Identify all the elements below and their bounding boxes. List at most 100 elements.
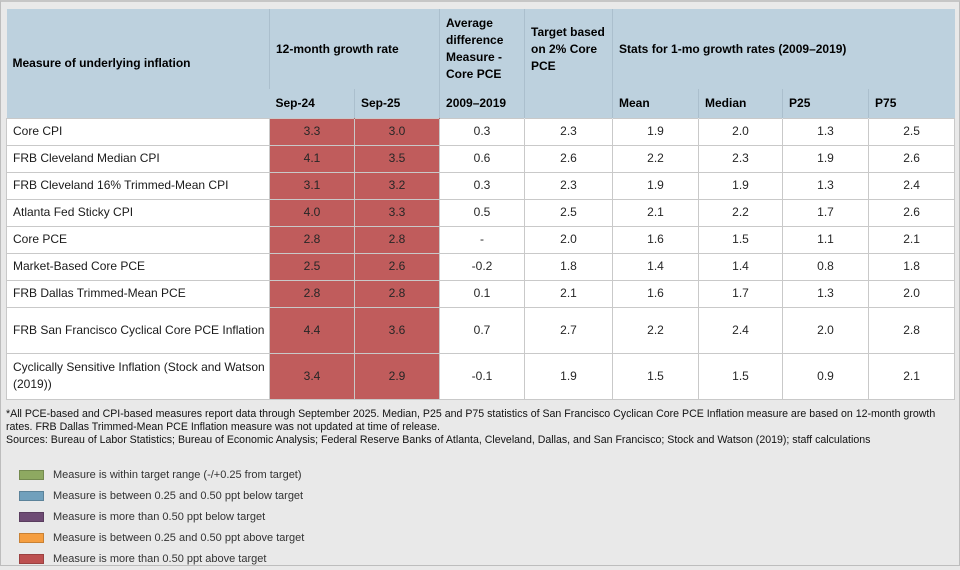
cell-avg-diff: -0.1 — [439, 352, 526, 400]
cell-mean: 1.4 — [612, 252, 700, 281]
subheader-mean: Mean — [612, 89, 699, 118]
cell-target: 2.6 — [524, 144, 614, 173]
legend-label: Measure is between 0.25 and 0.50 ppt bel… — [53, 490, 304, 502]
cell-measure: Cyclically Sensitive Inflation (Stock an… — [6, 352, 270, 400]
cell-sep25: 3.3 — [353, 198, 441, 227]
header-12mo-growth: 12-month growth rate — [268, 9, 440, 89]
table-row: FRB Cleveland 16% Trimmed-Mean CPI 3.1 3… — [6, 171, 956, 200]
legend-label: Measure is more than 0.50 ppt above targ… — [53, 553, 267, 565]
cell-target: 1.9 — [524, 352, 614, 400]
cell-avg-diff: 0.1 — [439, 279, 526, 308]
table-row: FRB Cleveland Median CPI 4.1 3.5 0.6 2.6… — [6, 144, 956, 173]
legend-swatch-blue — [19, 491, 44, 501]
subheader-target-empty — [524, 89, 613, 118]
cell-p25: 1.3 — [782, 279, 870, 308]
subheader-p75: P75 — [868, 89, 955, 118]
cell-sep25: 2.8 — [353, 279, 441, 308]
subheader-sep24: Sep-24 — [269, 89, 355, 118]
header-stats-group: Stats for 1-mo growth rates (2009–2019) — [612, 9, 955, 89]
header-measure: Measure of underlying inflation — [6, 9, 270, 118]
cell-avg-diff: 0.6 — [439, 144, 526, 173]
cell-sep24: 4.1 — [269, 144, 355, 173]
cell-target: 2.7 — [524, 306, 614, 354]
table-row: FRB San Francisco Cyclical Core PCE Infl… — [6, 306, 956, 354]
legend-swatch-red — [19, 554, 44, 564]
header-row-sub: Sep-24 Sep-25 2009–2019 Mean Median P25 … — [7, 89, 955, 118]
subheader-avg-diff-period: 2009–2019 — [439, 89, 525, 118]
cell-p25: 1.9 — [782, 144, 870, 173]
cell-median: 1.5 — [698, 225, 784, 254]
cell-median: 2.3 — [698, 144, 784, 173]
cell-p75: 1.8 — [868, 252, 956, 281]
cell-measure: Atlanta Fed Sticky CPI — [6, 198, 270, 227]
cell-sep25: 2.9 — [353, 352, 441, 400]
cell-p75: 2.1 — [868, 352, 956, 400]
cell-target: 2.3 — [524, 171, 614, 200]
cell-target: 2.5 — [524, 198, 614, 227]
header-avg-difference: Average difference Measure - Core PCE — [439, 9, 525, 89]
legend-label: Measure is more than 0.50 ppt below targ… — [53, 511, 266, 523]
cell-median: 1.9 — [698, 171, 784, 200]
cell-measure: FRB Dallas Trimmed-Mean PCE — [6, 279, 270, 308]
cell-p75: 2.4 — [868, 171, 956, 200]
cell-p75: 2.6 — [868, 198, 956, 227]
cell-mean: 1.6 — [612, 279, 700, 308]
cell-median: 2.2 — [698, 198, 784, 227]
legend-item-above-half: Measure is more than 0.50 ppt above targ… — [19, 549, 959, 570]
cell-p25: 0.8 — [782, 252, 870, 281]
cell-p25: 2.0 — [782, 306, 870, 354]
legend-label: Measure is between 0.25 and 0.50 ppt abo… — [53, 532, 305, 544]
cell-target: 2.0 — [524, 225, 614, 254]
footnote-note: *All PCE-based and CPI-based measures re… — [6, 407, 936, 433]
header-row-main: Measure of underlying inflation 12-month… — [6, 9, 955, 118]
cell-median: 1.7 — [698, 279, 784, 308]
table-row: Market-Based Core PCE 2.5 2.6 -0.2 1.8 1… — [6, 252, 956, 281]
table-row: Core CPI 3.3 3.0 0.3 2.3 1.9 2.0 1.3 2.5 — [6, 117, 956, 146]
cell-avg-diff: 0.7 — [439, 306, 526, 354]
table-row: Atlanta Fed Sticky CPI 4.0 3.3 0.5 2.5 2… — [6, 198, 956, 227]
cell-sep24: 4.0 — [269, 198, 355, 227]
inflation-measures-table: Measure of underlying inflation 12-month… — [6, 9, 956, 400]
legend-label: Measure is within target range (-/+0.25 … — [53, 469, 302, 481]
cell-mean: 2.2 — [612, 144, 700, 173]
cell-sep25: 3.0 — [353, 117, 441, 146]
cell-sep24: 3.1 — [269, 171, 355, 200]
legend-item-below-quarter-half: Measure is between 0.25 and 0.50 ppt bel… — [19, 486, 959, 507]
table-row: FRB Dallas Trimmed-Mean PCE 2.8 2.8 0.1 … — [6, 279, 956, 308]
cell-p25: 0.9 — [782, 352, 870, 400]
cell-mean: 1.6 — [612, 225, 700, 254]
cell-avg-diff: 0.3 — [439, 171, 526, 200]
legend-swatch-purple — [19, 512, 44, 522]
cell-p75: 2.0 — [868, 279, 956, 308]
cell-avg-diff: - — [439, 225, 526, 254]
cell-p75: 2.5 — [868, 117, 956, 146]
cell-median: 2.0 — [698, 117, 784, 146]
cell-measure: Market-Based Core PCE — [6, 252, 270, 281]
cell-target: 1.8 — [524, 252, 614, 281]
subheader-p25: P25 — [782, 89, 869, 118]
cell-sep25: 3.5 — [353, 144, 441, 173]
cell-p25: 1.1 — [782, 225, 870, 254]
legend-swatch-green — [19, 470, 44, 480]
cell-mean: 1.9 — [612, 171, 700, 200]
legend-item-below-half: Measure is more than 0.50 ppt below targ… — [19, 507, 959, 528]
cell-avg-diff: 0.5 — [439, 198, 526, 227]
legend-item-within-target: Measure is within target range (-/+0.25 … — [19, 465, 959, 486]
cell-sep24: 4.4 — [269, 306, 355, 354]
cell-avg-diff: 0.3 — [439, 117, 526, 146]
cell-measure: FRB Cleveland Median CPI — [6, 144, 270, 173]
cell-sep25: 3.2 — [353, 171, 441, 200]
cell-sep24: 3.4 — [269, 352, 355, 400]
legend: Measure is within target range (-/+0.25 … — [19, 465, 959, 570]
legend-swatch-orange — [19, 533, 44, 543]
cell-p25: 1.7 — [782, 198, 870, 227]
subheader-median: Median — [698, 89, 783, 118]
subheader-sep25: Sep-25 — [353, 89, 440, 118]
cell-median: 1.4 — [698, 252, 784, 281]
footnote-sources: Sources: Bureau of Labor Statistics; Bur… — [6, 433, 871, 446]
cell-mean: 1.5 — [612, 352, 700, 400]
cell-sep24: 2.5 — [269, 252, 355, 281]
cell-measure: Core CPI — [6, 117, 270, 146]
cell-measure: FRB San Francisco Cyclical Core PCE Infl… — [6, 306, 270, 354]
